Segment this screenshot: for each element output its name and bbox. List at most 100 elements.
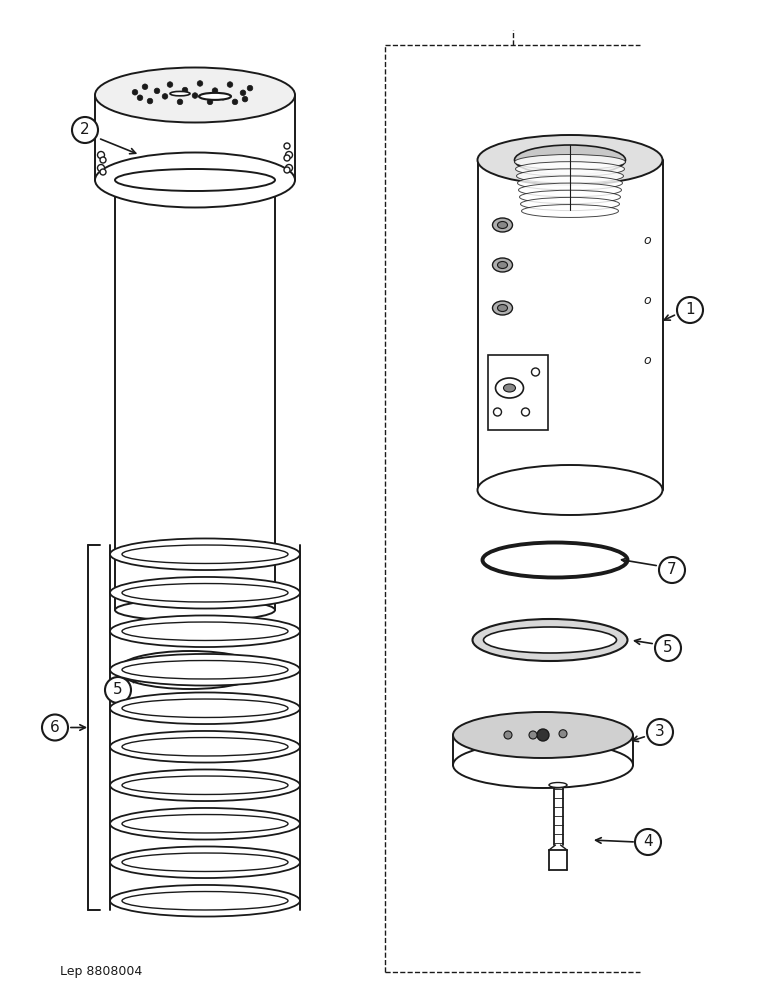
Ellipse shape xyxy=(110,769,300,801)
Circle shape xyxy=(286,164,293,172)
Ellipse shape xyxy=(122,699,288,717)
Ellipse shape xyxy=(199,93,231,100)
Ellipse shape xyxy=(482,542,628,578)
Circle shape xyxy=(72,117,98,143)
Circle shape xyxy=(286,151,293,158)
Circle shape xyxy=(284,143,290,149)
Ellipse shape xyxy=(122,815,288,833)
Circle shape xyxy=(105,677,131,703)
Ellipse shape xyxy=(516,162,625,176)
Circle shape xyxy=(284,155,290,161)
Circle shape xyxy=(42,714,68,740)
Ellipse shape xyxy=(110,577,300,609)
Text: 5: 5 xyxy=(113,682,123,698)
Circle shape xyxy=(192,93,198,98)
Circle shape xyxy=(647,719,673,745)
Circle shape xyxy=(240,90,245,96)
Bar xyxy=(487,355,547,430)
Ellipse shape xyxy=(453,742,633,788)
Circle shape xyxy=(154,88,160,94)
Ellipse shape xyxy=(122,892,288,910)
Circle shape xyxy=(537,729,549,741)
Circle shape xyxy=(207,99,213,105)
Ellipse shape xyxy=(110,846,300,878)
Ellipse shape xyxy=(483,627,617,653)
Circle shape xyxy=(132,89,137,95)
Ellipse shape xyxy=(122,776,288,794)
Ellipse shape xyxy=(497,304,507,312)
Ellipse shape xyxy=(497,261,507,268)
Ellipse shape xyxy=(117,651,262,689)
Circle shape xyxy=(137,95,143,101)
Text: 3: 3 xyxy=(655,724,665,740)
Text: Lep 8808004: Lep 8808004 xyxy=(60,965,142,978)
Ellipse shape xyxy=(514,154,625,169)
Ellipse shape xyxy=(453,712,633,758)
Circle shape xyxy=(168,82,173,87)
Text: o: o xyxy=(644,354,652,366)
Ellipse shape xyxy=(110,731,300,763)
Circle shape xyxy=(531,368,540,376)
Ellipse shape xyxy=(549,782,567,788)
Circle shape xyxy=(97,151,104,158)
Circle shape xyxy=(212,88,218,93)
Circle shape xyxy=(559,730,567,738)
Ellipse shape xyxy=(110,808,300,840)
Ellipse shape xyxy=(110,654,300,686)
Circle shape xyxy=(493,408,502,416)
Ellipse shape xyxy=(110,885,300,917)
Ellipse shape xyxy=(516,169,624,183)
Text: 4: 4 xyxy=(643,834,653,850)
Ellipse shape xyxy=(497,222,507,229)
Ellipse shape xyxy=(496,378,523,398)
Ellipse shape xyxy=(503,384,516,392)
Circle shape xyxy=(182,87,188,93)
Text: 6: 6 xyxy=(50,720,60,735)
Ellipse shape xyxy=(122,584,288,602)
Circle shape xyxy=(142,84,147,90)
Circle shape xyxy=(97,164,104,172)
Circle shape xyxy=(100,169,106,175)
Circle shape xyxy=(100,157,106,163)
Ellipse shape xyxy=(95,68,295,122)
Ellipse shape xyxy=(478,465,662,515)
Ellipse shape xyxy=(115,169,275,191)
Ellipse shape xyxy=(472,619,628,661)
Circle shape xyxy=(197,81,203,86)
Ellipse shape xyxy=(122,853,288,871)
Circle shape xyxy=(504,731,512,739)
Ellipse shape xyxy=(519,183,621,197)
Circle shape xyxy=(284,167,290,173)
Circle shape xyxy=(529,731,537,739)
Ellipse shape xyxy=(110,692,300,724)
Ellipse shape xyxy=(493,301,513,315)
Ellipse shape xyxy=(122,622,288,640)
Ellipse shape xyxy=(517,176,622,190)
Text: 2: 2 xyxy=(80,122,90,137)
Circle shape xyxy=(178,99,183,105)
Circle shape xyxy=(162,94,168,99)
Ellipse shape xyxy=(486,546,625,574)
Ellipse shape xyxy=(110,615,300,647)
Ellipse shape xyxy=(170,91,190,96)
Text: 7: 7 xyxy=(667,562,677,578)
Circle shape xyxy=(220,94,225,100)
Text: 5: 5 xyxy=(663,641,673,656)
Circle shape xyxy=(655,635,681,661)
Circle shape xyxy=(635,829,661,855)
Ellipse shape xyxy=(522,205,618,217)
Circle shape xyxy=(227,82,233,87)
Ellipse shape xyxy=(478,135,662,185)
Ellipse shape xyxy=(95,152,295,208)
Ellipse shape xyxy=(520,190,621,204)
Ellipse shape xyxy=(122,661,288,679)
Ellipse shape xyxy=(493,218,513,232)
Circle shape xyxy=(232,99,238,105)
Circle shape xyxy=(247,85,252,91)
Ellipse shape xyxy=(493,258,513,272)
Circle shape xyxy=(242,96,248,102)
Ellipse shape xyxy=(115,599,275,621)
Text: o: o xyxy=(644,233,652,246)
Ellipse shape xyxy=(520,197,619,211)
Text: o: o xyxy=(644,294,652,306)
